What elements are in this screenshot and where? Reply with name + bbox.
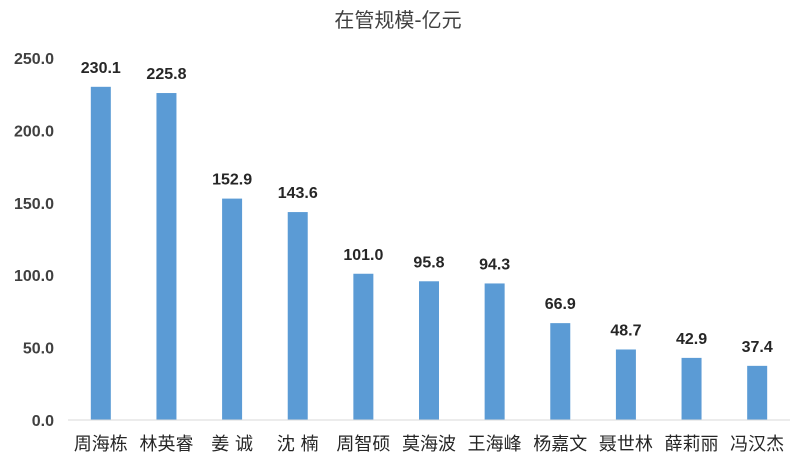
- category-label: 沈 楠: [277, 434, 319, 455]
- data-label: 152.9: [212, 172, 252, 189]
- category-label: 周海栋: [74, 434, 128, 455]
- data-labels: 230.1 225.8 152.9 143.6 101.0 95.8 94.3 66.9 48.…: [81, 60, 773, 356]
- bar: [747, 365, 768, 420]
- data-label: 230.1: [81, 60, 121, 77]
- y-tick-label: 150.0: [14, 196, 54, 213]
- bar: [550, 323, 571, 420]
- bar: [681, 357, 702, 420]
- category-label: 聂世林: [599, 434, 653, 455]
- category-label: 周智硕: [336, 434, 390, 455]
- bar: [419, 281, 439, 420]
- x-axis: 周海栋 林英睿姜 诚 沈 楠周智硕 莫海波 王海峰 杨嘉文 聂世林 薛莉丽 冯汉杰: [68, 419, 790, 455]
- data-label: 95.8: [413, 254, 444, 271]
- bar: [484, 283, 505, 420]
- data-label: 143.6: [278, 185, 318, 202]
- category-label: 姜 诚: [211, 434, 253, 455]
- y-tick-label: 50.0: [23, 341, 54, 358]
- data-label: 66.9: [545, 296, 576, 313]
- bar: [353, 273, 374, 420]
- category-label: 冯汉杰: [730, 434, 784, 455]
- y-tick-label: 250.0: [14, 51, 54, 68]
- data-label: 37.4: [742, 339, 773, 356]
- category-label: 杨嘉文: [533, 434, 587, 455]
- category-label: 莫海波: [402, 434, 456, 455]
- data-label: 42.9: [676, 331, 707, 348]
- y-tick-label: 100.0: [14, 268, 54, 285]
- category-label: 薛莉丽: [665, 434, 719, 455]
- chart-title: 在管规模-亿元: [334, 8, 461, 32]
- data-label: 101.0: [343, 247, 383, 264]
- bar: [222, 198, 243, 420]
- data-label: 94.3: [479, 256, 510, 273]
- bar: [156, 93, 177, 421]
- bars: [90, 86, 768, 421]
- y-tick-label: 200.0: [14, 123, 54, 140]
- data-label: 48.7: [610, 322, 641, 339]
- bar: [287, 212, 308, 420]
- y-tick-label: 0.0: [32, 413, 54, 430]
- category-label: 王海峰: [468, 434, 522, 455]
- data-label: 225.8: [146, 66, 186, 83]
- y-axis: 0.0 50.0 100.0 150.0 200.0 250.0: [14, 51, 54, 430]
- bar: [615, 349, 636, 420]
- bar: [90, 86, 111, 421]
- category-label: 林英睿: [139, 434, 193, 455]
